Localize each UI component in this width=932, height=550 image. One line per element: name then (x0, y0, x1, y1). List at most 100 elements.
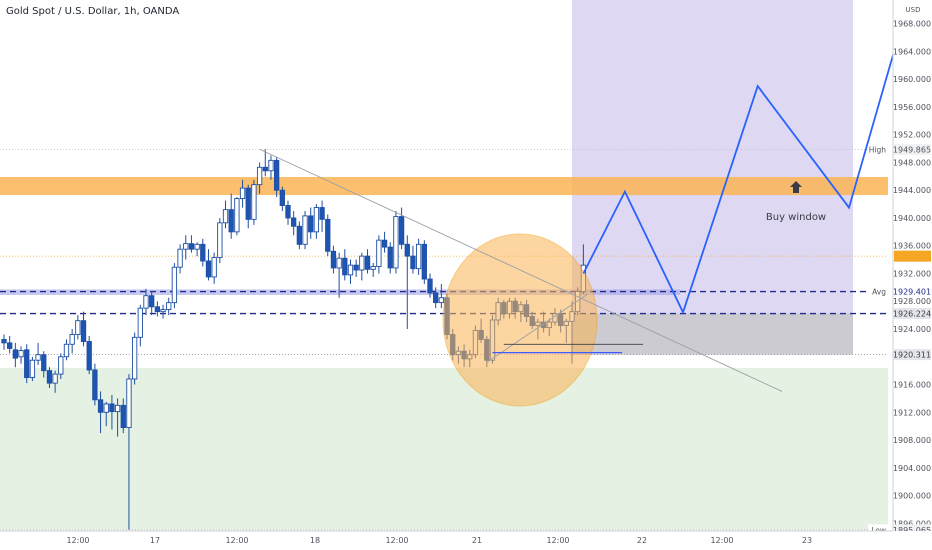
candle (109, 394, 115, 430)
y-tick-label: 1936.000 (893, 242, 931, 251)
candle (347, 259, 354, 284)
candle (217, 217, 223, 264)
candle (171, 263, 178, 309)
candle (154, 301, 161, 317)
candle-body (120, 404, 126, 429)
candle (41, 351, 47, 378)
price-label: 1920.311 (893, 351, 931, 360)
candle-body (353, 264, 359, 271)
candle-body (29, 359, 36, 379)
price-label-box (894, 349, 931, 361)
candle-body (1, 338, 7, 344)
resistance-zone (0, 177, 888, 196)
candle-body (154, 306, 161, 313)
candle-body (75, 320, 81, 336)
candle (194, 242, 200, 257)
candle (273, 156, 280, 198)
candle (80, 311, 87, 347)
candle (245, 184, 251, 229)
y-tick-label: 1932.000 (893, 269, 931, 278)
candle-body (319, 207, 325, 220)
candle-body (35, 354, 41, 361)
candle-body (194, 243, 200, 250)
candle-body (211, 257, 217, 278)
candle-body (205, 260, 212, 278)
candle (279, 186, 285, 212)
candle-body (308, 215, 314, 233)
projection-range-box (572, 313, 853, 355)
candle (387, 242, 393, 274)
candle-body (296, 225, 303, 245)
candle (46, 367, 53, 388)
candle-body (131, 336, 138, 380)
y-tick-label: 1916.000 (893, 381, 931, 390)
price-label: 1895.065 (893, 526, 931, 535)
candle (421, 240, 427, 284)
projection-path (582, 6, 908, 315)
candle-body (364, 255, 371, 270)
up-arrow-icon (790, 181, 802, 193)
candle (336, 252, 342, 298)
candle (205, 249, 212, 281)
currency-label: USD (906, 6, 921, 14)
candle (376, 235, 382, 274)
price-label-box (894, 286, 931, 298)
ascending-trendline (486, 293, 588, 363)
candle (86, 335, 92, 375)
y-tick-label: 1924.000 (893, 325, 931, 334)
y-tick-label: 1960.000 (893, 75, 931, 84)
demand-zone (0, 367, 888, 530)
candle (433, 287, 439, 309)
candle (364, 249, 371, 274)
candle-body (313, 207, 320, 233)
candle (404, 235, 410, 330)
price-label-name: Avg (872, 288, 886, 297)
price-axis[interactable]: 1896.000 1900.000 1904.000 1908.000 1912.000… (868, 0, 932, 550)
candle (7, 335, 13, 354)
candle (63, 339, 70, 361)
x-tick-label: 18 (310, 536, 320, 545)
candle (126, 374, 132, 530)
x-tick-label: 23 (802, 536, 812, 545)
candle-body (421, 243, 427, 280)
candle-body (381, 239, 388, 248)
candle-body (46, 370, 53, 384)
candle (12, 342, 19, 368)
candle-body (69, 334, 75, 345)
candle-body (404, 243, 410, 257)
candle-body (387, 246, 393, 269)
candle (268, 155, 274, 180)
candle-body (222, 209, 229, 224)
candle (160, 304, 166, 319)
candle-body (126, 378, 132, 429)
candle (200, 238, 206, 267)
candle-body (239, 187, 246, 199)
candle-body (171, 266, 178, 304)
price-label-name-bg (868, 286, 890, 298)
candle (313, 204, 320, 239)
candle-body (92, 369, 98, 401)
current-price-box (894, 250, 931, 262)
candle (393, 211, 399, 274)
y-tick-label: 1900.000 (893, 492, 931, 501)
candle-body (228, 209, 234, 233)
candle-body (251, 184, 257, 220)
candle-body (149, 295, 155, 308)
candle-body (109, 403, 115, 413)
x-tick-label: 12:00 (385, 536, 408, 545)
candle-body (166, 302, 172, 311)
y-tick-label: 1904.000 (893, 464, 931, 473)
candle (92, 363, 98, 406)
candle-body (427, 278, 433, 294)
candle-body (24, 349, 30, 379)
candle-body (12, 349, 19, 359)
price-label: 1926.224 (893, 310, 931, 319)
candle-body (415, 243, 422, 270)
y-tick-label: 1944.000 (893, 186, 931, 195)
candle (97, 391, 104, 434)
candle-body (376, 239, 382, 267)
candle (143, 288, 149, 316)
time-axis[interactable]: 12:00 17 12:00 18 12:00 21 12:00 22 12:00 23 (0, 530, 932, 550)
candle (29, 356, 36, 382)
